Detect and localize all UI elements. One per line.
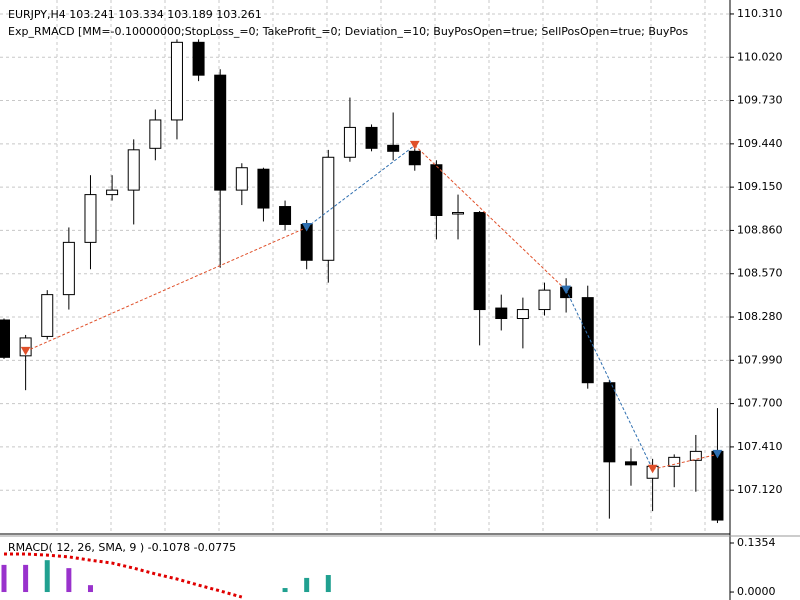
candle-body: [495, 307, 508, 320]
candle-body: [387, 144, 400, 152]
histogram-bar: [325, 575, 331, 593]
candle-body: [452, 212, 465, 215]
candle-body: [279, 206, 292, 225]
y-tick-label: 0.0000: [737, 585, 776, 598]
y-tick-label: 108.860: [737, 223, 783, 236]
y-tick-label: 109.150: [737, 180, 783, 193]
trade-line: [652, 453, 718, 470]
candle-body: [473, 212, 486, 311]
trade-line: [565, 289, 654, 470]
candle-body: [603, 382, 616, 463]
candle-body: [0, 319, 10, 358]
trade-arrow: [409, 140, 420, 150]
y-tick-label: 110.020: [737, 50, 783, 63]
y-tick-label: 108.570: [737, 267, 783, 280]
y-tick-label: 0.1354: [737, 536, 776, 549]
candle-body: [581, 297, 594, 384]
trade-arrow: [20, 346, 31, 356]
histogram-bar: [304, 577, 310, 593]
trade-arrow: [712, 449, 723, 459]
y-tick-label: 107.990: [737, 353, 783, 366]
y-tick-label: 110.310: [737, 7, 783, 20]
candle-body: [430, 164, 443, 217]
candle-body: [149, 119, 162, 149]
candle-body: [322, 156, 335, 261]
indicator-title: RMACD( 12, 26, SMA, 9 ) -0.1078 -0.0775: [8, 541, 236, 554]
candle-body: [84, 194, 97, 243]
y-tick-label: 107.410: [737, 440, 783, 453]
candle-body: [257, 168, 270, 209]
candle-body: [62, 241, 75, 296]
candle-body: [516, 309, 529, 320]
candle-body: [170, 41, 183, 121]
candle-body: [624, 461, 637, 466]
y-tick-label: 107.700: [737, 397, 783, 410]
chart-title: EURJPY,H4 103.241 103.334 103.189 103.26…: [8, 8, 262, 21]
candle-body: [106, 189, 119, 196]
candle-body: [127, 149, 140, 191]
trade-arrow: [561, 285, 571, 295]
trade-arrow: [647, 464, 658, 474]
candle-body: [343, 126, 356, 158]
candle-body: [538, 289, 551, 311]
candle-body: [192, 41, 205, 76]
chart-subtitle: Exp_RMACD [MM=-0.10000000;StopLoss_=0; T…: [8, 25, 688, 38]
y-tick-label: 108.280: [737, 310, 783, 323]
candle-body: [408, 150, 421, 166]
histogram-bar: [282, 588, 288, 593]
trade-line: [306, 144, 416, 228]
histogram-bar: [1, 564, 7, 593]
candle-body: [214, 74, 227, 191]
histogram-bar: [66, 568, 72, 593]
candle-body: [41, 294, 54, 337]
candle-body: [668, 456, 681, 467]
histogram-bar: [87, 585, 93, 593]
candle-body: [365, 126, 378, 149]
candle-body: [711, 450, 724, 521]
y-tick-label: 107.120: [737, 483, 783, 496]
trade-arrow: [301, 222, 312, 232]
y-tick-label: 109.440: [737, 137, 783, 150]
candle-body: [689, 450, 702, 461]
marks: [0, 39, 724, 599]
trade-line: [25, 226, 307, 352]
histogram-bar: [23, 564, 29, 593]
histogram-bar: [44, 560, 50, 593]
candle-body: [235, 167, 248, 191]
y-tick-label: 109.730: [737, 94, 783, 107]
